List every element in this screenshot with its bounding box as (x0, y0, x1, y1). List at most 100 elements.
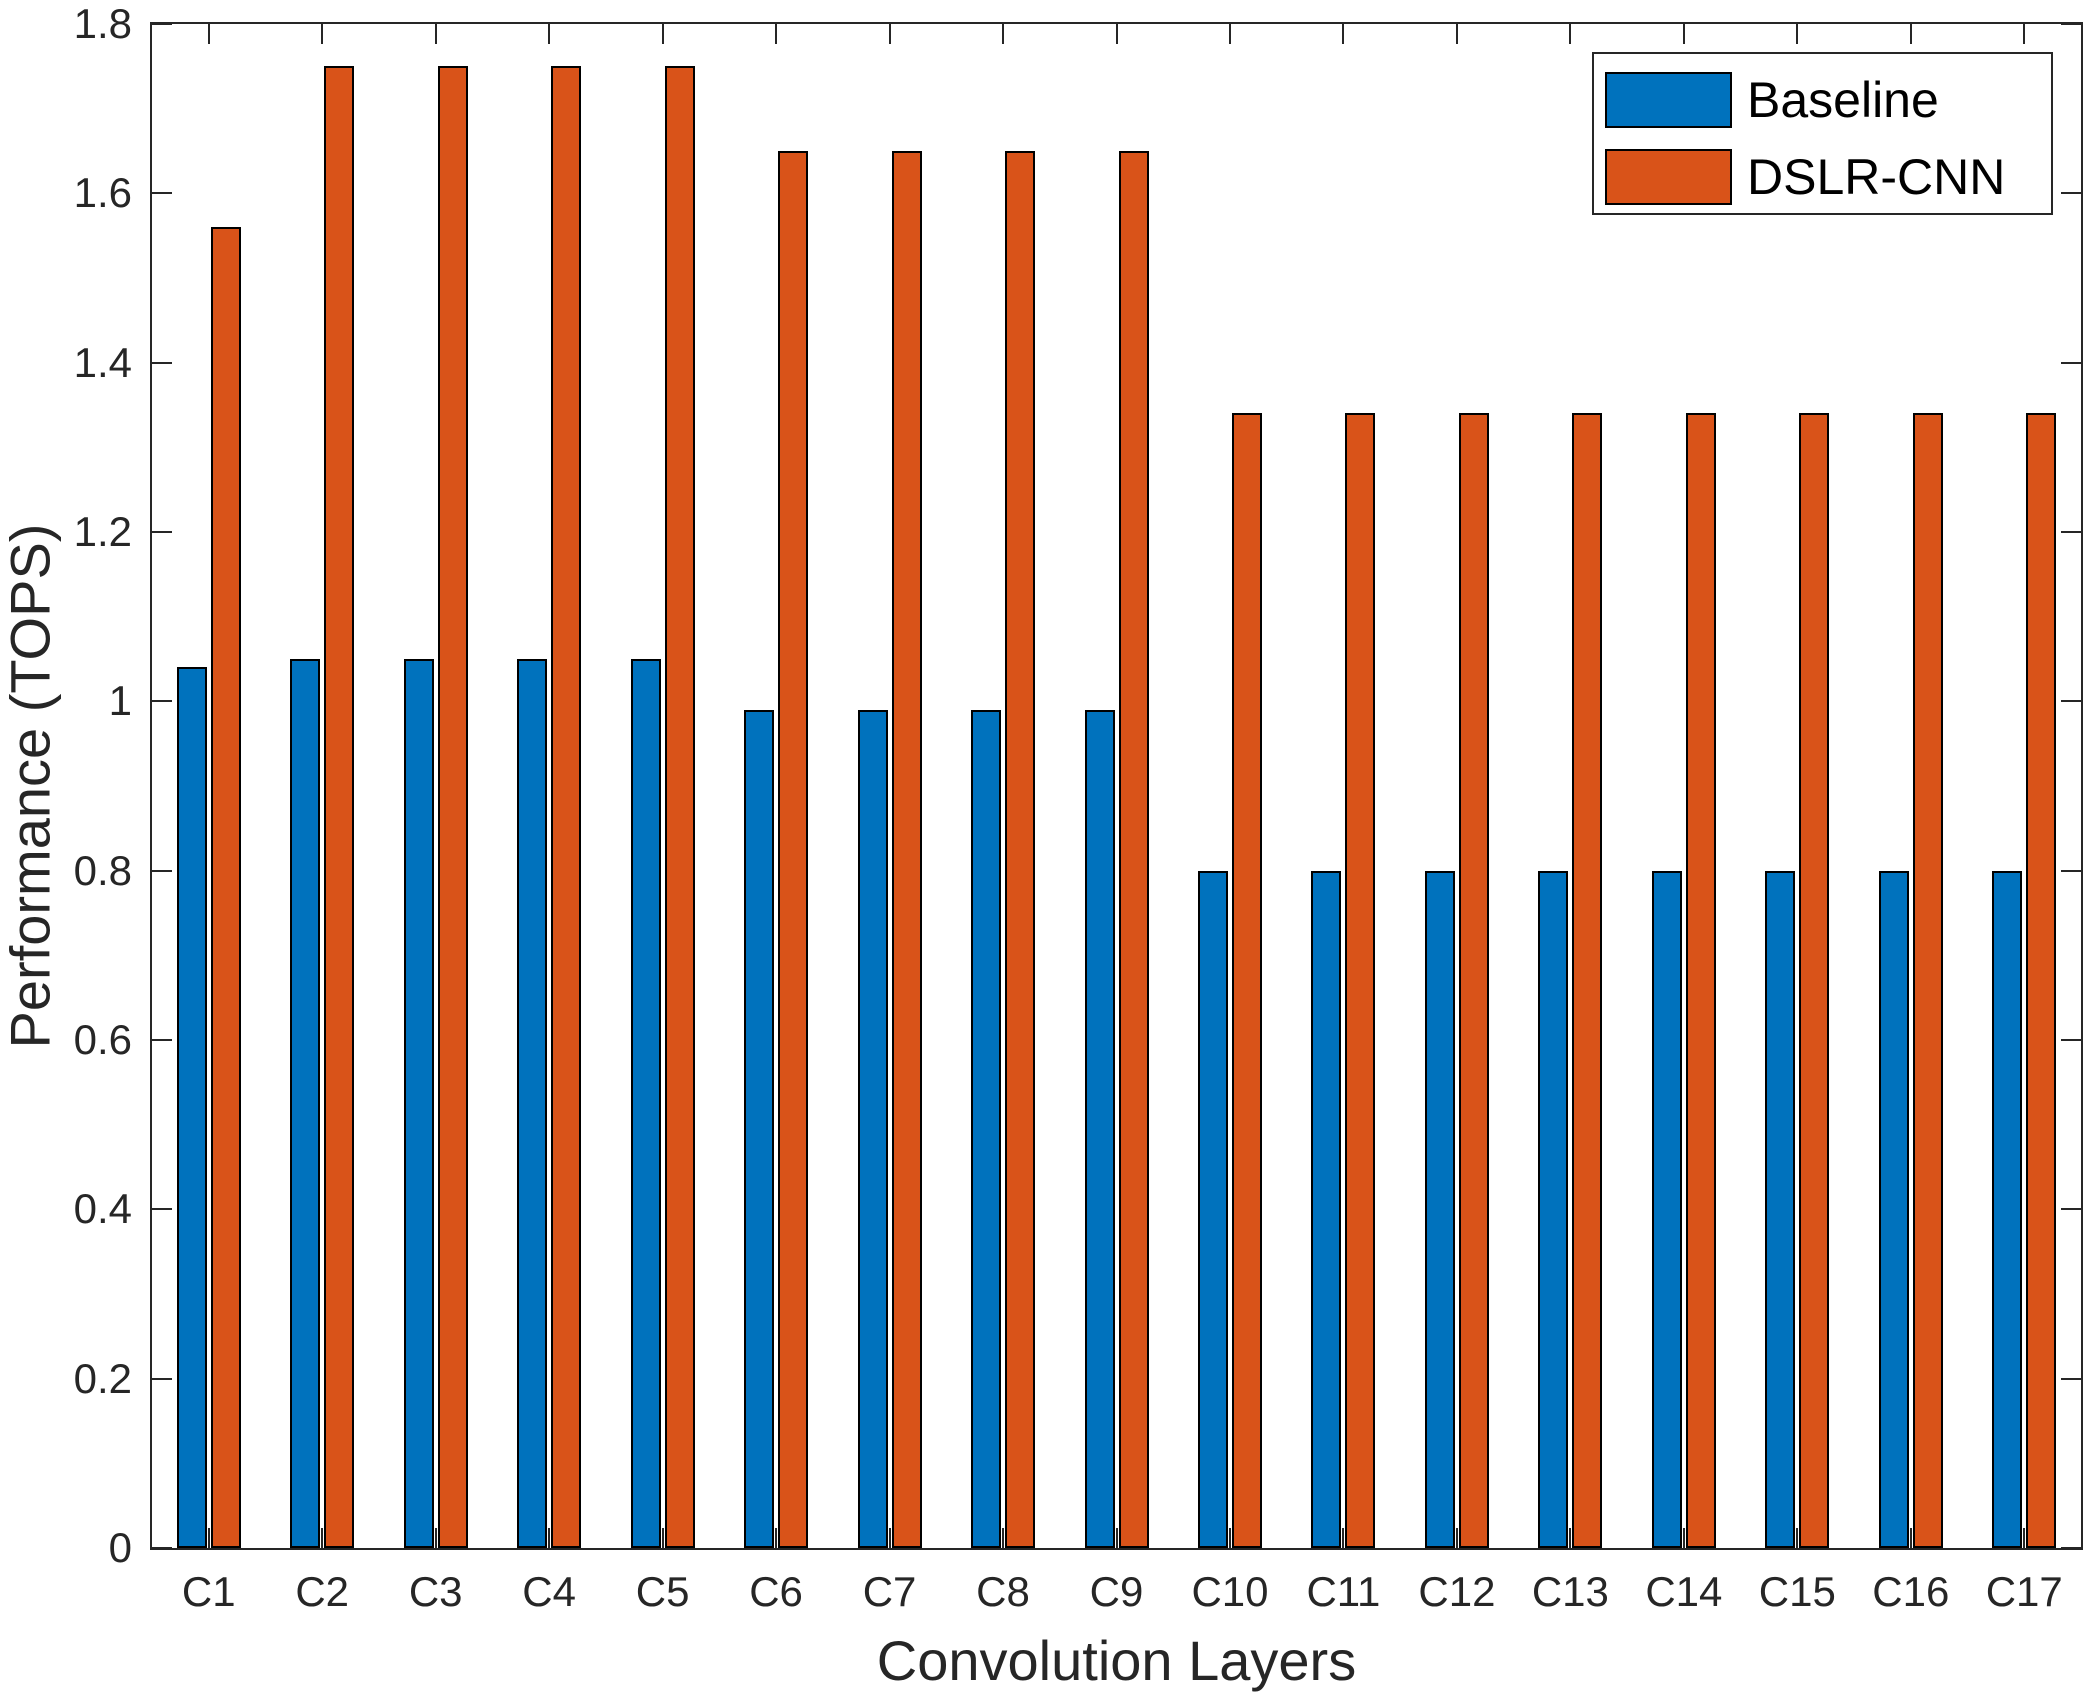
y-axis-title-text: Performance (TOPS) (0, 523, 62, 1049)
bar-dslr-cnn-c5 (664, 66, 695, 1548)
bar-dslr-cnn-c16 (1912, 413, 1943, 1548)
bar-baseline-c7 (857, 709, 888, 1548)
bar-baseline-c16 (1878, 870, 1909, 1548)
bar-dslr-cnn-c15 (1799, 413, 1830, 1548)
x-tick-bottom (775, 1528, 778, 1548)
bar-baseline-c13 (1538, 870, 1569, 1548)
y-tick-right (2061, 23, 2081, 25)
x-tick-bottom (1342, 1528, 1345, 1548)
x-tick-label: C3 (408, 1568, 463, 1615)
x-tick-bottom (1115, 1528, 1118, 1548)
x-tick-bottom (1796, 1528, 1799, 1548)
y-tick-label: 0 (108, 1524, 132, 1571)
y-tick-label: 1.4 (73, 338, 132, 386)
x-tick-top (1228, 24, 1231, 44)
bar-dslr-cnn-c11 (1345, 413, 1376, 1548)
y-tick-left (152, 192, 172, 195)
x-tick-label: C5 (635, 1568, 690, 1615)
x-tick-label: C7 (862, 1568, 917, 1615)
y-tick-left (152, 869, 172, 872)
x-tick-top (661, 24, 664, 44)
bar-baseline-c6 (744, 709, 775, 1548)
legend-swatch-baseline (1605, 72, 1732, 128)
x-tick-top (1569, 24, 1572, 44)
bar-dslr-cnn-c9 (1118, 151, 1149, 1548)
x-tick-label: C11 (1306, 1568, 1381, 1615)
bar-dslr-cnn-c13 (1572, 413, 1603, 1548)
y-tick-label: 1.8 (73, 0, 132, 47)
x-tick-bottom (321, 1528, 324, 1548)
y-tick-left (152, 1039, 172, 1041)
x-tick-label: C14 (1645, 1568, 1723, 1615)
x-tick-label: C17 (1985, 1568, 2063, 1615)
legend-swatch-dslr-cnn (1605, 149, 1732, 205)
bar-dslr-cnn-c2 (324, 66, 355, 1548)
bar-baseline-c4 (517, 659, 548, 1548)
bar-baseline-c8 (971, 709, 1002, 1548)
bar-baseline-c12 (1424, 870, 1455, 1548)
y-tick-left (152, 531, 172, 533)
x-tick-top (1796, 24, 1799, 44)
x-tick-bottom (1455, 1528, 1458, 1548)
x-tick-bottom (207, 1528, 210, 1548)
x-tick-bottom (548, 1528, 551, 1548)
bar-baseline-c3 (403, 659, 434, 1548)
y-tick-right (2061, 531, 2081, 533)
bar-baseline-c15 (1765, 870, 1796, 1548)
x-tick-top (434, 24, 437, 44)
x-tick-top (775, 24, 778, 44)
bar-baseline-c10 (1197, 870, 1228, 1548)
x-tick-bottom (1228, 1528, 1231, 1548)
y-tick-left (152, 700, 172, 703)
x-axis-title: Convolution Layers (876, 1629, 1357, 1692)
bar-baseline-c14 (1651, 870, 1682, 1548)
x-tick-label: C10 (1191, 1568, 1269, 1615)
x-tick-bottom (2023, 1528, 2026, 1548)
legend-label: Baseline (1747, 72, 1939, 128)
bar-baseline-c2 (290, 659, 321, 1548)
x-tick-label: C12 (1418, 1568, 1496, 1615)
y-tick-left (152, 23, 172, 25)
x-tick-top (1909, 24, 1912, 44)
y-tick-right (2061, 1208, 2081, 1211)
x-tick-bottom (1682, 1528, 1685, 1548)
legend: Baseline DSLR-CNN (1592, 52, 2053, 215)
bar-dslr-cnn-c14 (1685, 413, 1716, 1548)
x-tick-bottom (1909, 1528, 1912, 1548)
x-tick-top (888, 24, 891, 44)
y-tick-right (2061, 1377, 2081, 1380)
y-tick-left (152, 361, 172, 364)
bar-baseline-c11 (1311, 870, 1342, 1548)
x-tick-label: C13 (1531, 1568, 1609, 1615)
bar-dslr-cnn-c7 (891, 151, 922, 1548)
y-tick-left (152, 1208, 172, 1211)
y-tick-label: 1.6 (73, 169, 132, 217)
x-tick-top (1455, 24, 1458, 44)
y-tick-right (2061, 1039, 2081, 1041)
bar-dslr-cnn-c4 (551, 66, 582, 1548)
bar-baseline-c17 (1992, 870, 2023, 1548)
bar-dslr-cnn-c12 (1458, 413, 1489, 1548)
x-tick-top (2023, 24, 2026, 44)
bar-dslr-cnn-c6 (778, 151, 809, 1548)
bar-baseline-c1 (176, 667, 207, 1548)
y-tick-label: 1.2 (73, 508, 132, 555)
y-tick-right (2061, 192, 2081, 195)
bar-dslr-cnn-c3 (437, 66, 468, 1548)
x-tick-top (1002, 24, 1005, 44)
x-tick-top (207, 24, 210, 44)
y-tick-right (2061, 700, 2081, 703)
y-tick-right (2061, 869, 2081, 872)
bar-baseline-c5 (630, 659, 661, 1548)
x-tick-bottom (1569, 1528, 1572, 1548)
y-tick-label: 0.2 (73, 1354, 132, 1402)
x-tick-label: C8 (976, 1568, 1030, 1615)
x-tick-top (1682, 24, 1685, 44)
x-tick-bottom (661, 1528, 664, 1548)
legend-item: DSLR-CNN (1594, 149, 2051, 205)
y-tick-label: 0.4 (73, 1185, 132, 1233)
x-tick-label: C9 (1089, 1568, 1144, 1615)
x-tick-label: C4 (522, 1568, 576, 1615)
x-tick-bottom (434, 1528, 437, 1548)
